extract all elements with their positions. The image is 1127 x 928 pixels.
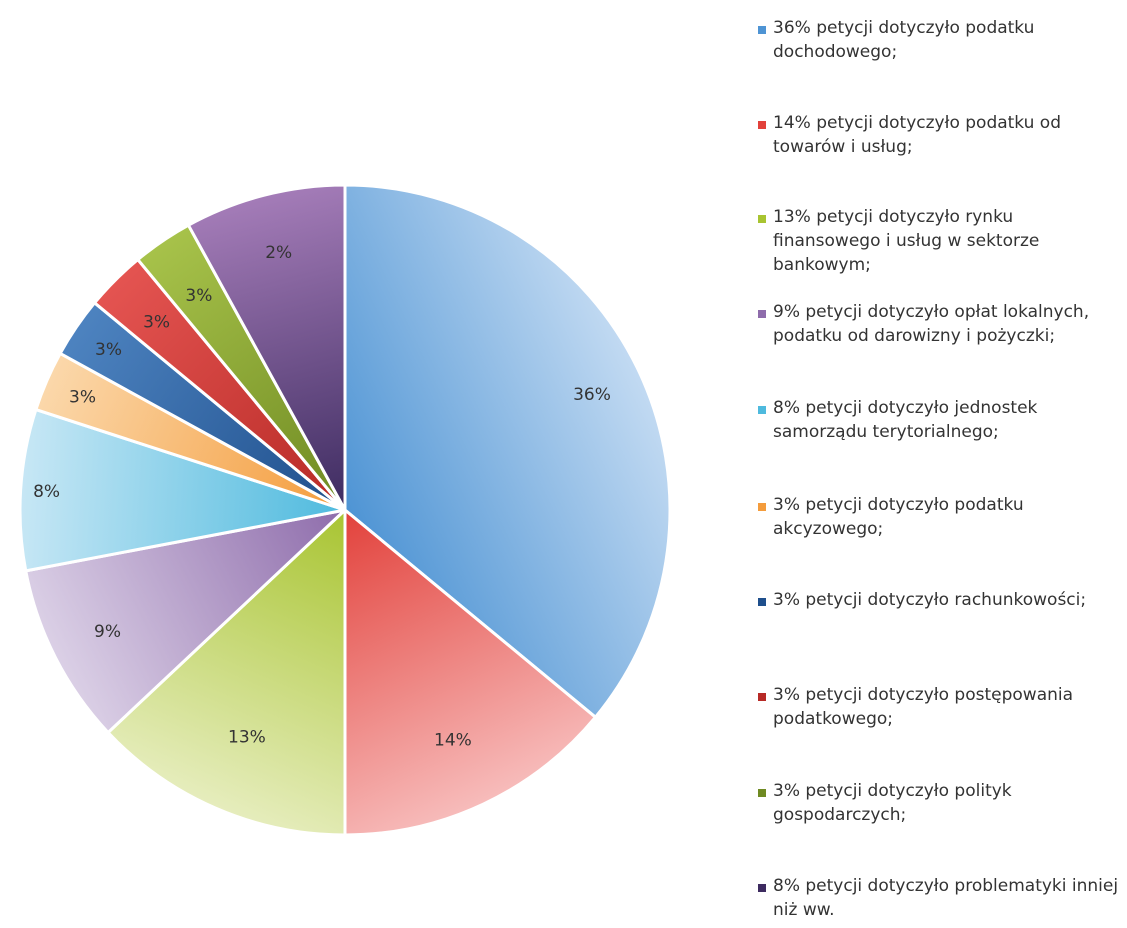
pie-slice-10: [186, 183, 347, 512]
legend-label: 3% petycji dotyczyło polityk gospodarczy…: [773, 781, 1012, 825]
pie-data-label-6: 3%: [69, 387, 96, 407]
legend-swatch: [758, 884, 766, 892]
legend-item-6: 3% petycji dotyczyło podatku akcyzowego;: [758, 493, 1123, 541]
legend-swatch: [758, 215, 766, 223]
legend-label: 3% petycji dotyczyło postępowania podatk…: [773, 685, 1074, 729]
legend-swatch: [758, 26, 766, 34]
legend-swatch: [758, 121, 766, 129]
legend-label: 8% petycji dotyczyło problematyki inniej…: [773, 876, 1119, 920]
legend-label: 9% petycji dotyczyło opłat lokalnych, po…: [773, 302, 1090, 346]
legend-label: 3% petycji dotyczyło podatku akcyzowego;: [773, 495, 1024, 539]
pie-data-label-1: 36%: [573, 385, 611, 405]
pie-data-label-4: 9%: [94, 622, 121, 642]
pie-data-label-3: 13%: [228, 728, 266, 748]
legend-item-4: 9% petycji dotyczyło opłat lokalnych, po…: [758, 300, 1123, 348]
legend-item-3: 13% petycji dotyczyło rynku finansowego …: [758, 205, 1123, 277]
pie-data-label-2: 14%: [434, 730, 472, 750]
legend-swatch: [758, 503, 766, 511]
legend-item-10: 8% petycji dotyczyło problematyki inniej…: [758, 874, 1123, 922]
legend-item-7: 3% petycji dotyczyło rachunkowości;: [758, 588, 1123, 612]
legend-item-5: 8% petycji dotyczyło jednostek samorządu…: [758, 396, 1123, 444]
pie-data-label-7: 3%: [95, 340, 122, 360]
legend-label: 13% petycji dotyczyło rynku finansowego …: [773, 207, 1040, 275]
legend-item-2: 14% petycji dotyczyło podatku od towarów…: [758, 111, 1123, 159]
pie-slice-5: [18, 408, 347, 573]
legend-label: 36% petycji dotyczyło podatku dochodoweg…: [773, 18, 1035, 62]
pie-data-label-10: 2%: [265, 243, 292, 263]
pie-slice-3: [106, 508, 347, 837]
pie-data-label-5: 8%: [33, 482, 60, 502]
pie-slice-1: [343, 183, 672, 719]
legend-item-9: 3% petycji dotyczyło polityk gospodarczy…: [758, 779, 1123, 827]
legend-swatch: [758, 693, 766, 701]
legend-label: 8% petycji dotyczyło jednostek samorządu…: [773, 398, 1038, 442]
pie-labels: 36% 14% 13% 9% 8% 3% 3% 3% 3% 2%: [33, 243, 611, 751]
legend-swatch: [758, 789, 766, 797]
legend-swatch: [758, 598, 766, 606]
legend-item-1: 36% petycji dotyczyło podatku dochodoweg…: [758, 16, 1123, 64]
pie-data-label-8: 3%: [143, 313, 170, 333]
pie-slices: [18, 183, 672, 837]
legend-swatch: [758, 406, 766, 414]
legend-label: 14% petycji dotyczyło podatku od towarów…: [773, 113, 1062, 157]
pie-slice-4: [24, 508, 347, 734]
legend-item-8: 3% petycji dotyczyło postępowania podatk…: [758, 683, 1123, 731]
pie-data-label-9: 3%: [185, 286, 212, 306]
legend: 36% petycji dotyczyło podatku dochodoweg…: [758, 0, 1127, 928]
legend-swatch: [758, 310, 766, 318]
pie-chart: 36% 14% 13% 9% 8% 3% 3% 3% 3% 2%: [18, 183, 672, 837]
legend-label: 3% petycji dotyczyło rachunkowości;: [773, 590, 1087, 610]
pie-slice-2: [343, 508, 597, 837]
